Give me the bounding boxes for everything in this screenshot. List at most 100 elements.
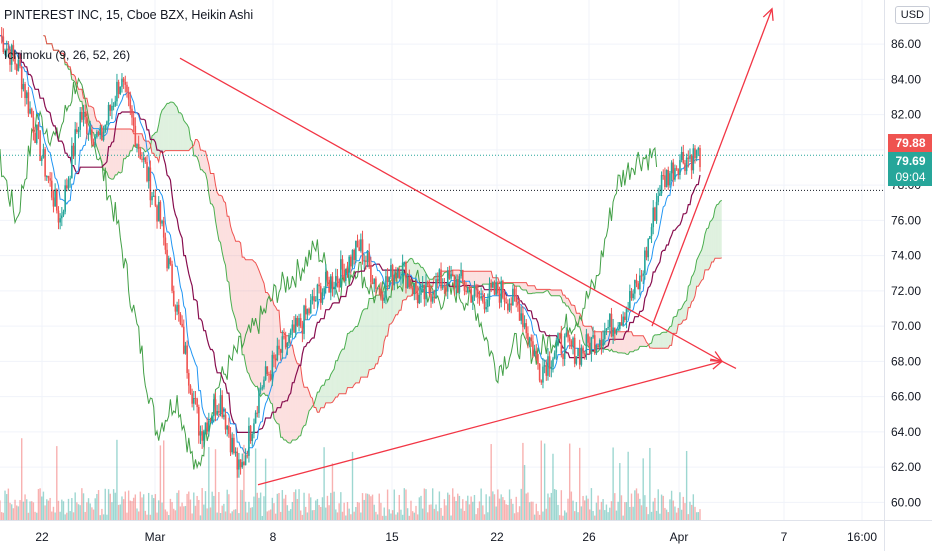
candle-body: [211, 416, 213, 421]
volume-bar: [63, 501, 64, 520]
volume-bar: [267, 511, 268, 520]
candle-body: [534, 351, 536, 356]
volume-bar: [365, 493, 366, 520]
candle-body: [228, 426, 230, 434]
cloud-segment: [115, 129, 117, 175]
candle-body: [530, 337, 532, 341]
volume-bar: [369, 494, 370, 520]
candle-body: [571, 341, 573, 347]
volume-bar: [500, 494, 501, 520]
candle-body: [181, 324, 183, 327]
volume-bar: [293, 492, 294, 520]
candle-body: [186, 346, 188, 374]
volume-bar: [36, 513, 37, 520]
candle-body: [46, 176, 48, 177]
cloud-segment: [530, 286, 532, 294]
candle-body: [240, 459, 242, 467]
volume-bar: [547, 494, 548, 520]
volume-bar: [54, 513, 55, 520]
volume-bar: [3, 513, 4, 520]
price-chart[interactable]: PINTEREST INC, 15, Cboe BZX, Heikin Ashi…: [0, 0, 884, 520]
candle-body: [193, 398, 195, 404]
cloud-segment: [269, 295, 271, 403]
candle-body: [554, 353, 556, 359]
candle-body: [601, 340, 603, 346]
volume-bar: [676, 513, 677, 520]
volume-bar: [459, 496, 460, 520]
cloud-segment: [556, 290, 558, 296]
candle-body: [654, 208, 656, 221]
cloud-segment: [621, 332, 623, 353]
volume-bar: [295, 489, 296, 520]
candle-body: [148, 168, 150, 182]
volume-bar: [141, 497, 142, 520]
volume-bar: [215, 449, 216, 520]
candle-body: [195, 398, 197, 399]
currency-button[interactable]: USD: [895, 6, 930, 24]
candle-body: [647, 239, 649, 257]
volume-bar: [353, 512, 354, 520]
volume-bar: [118, 505, 119, 520]
volume-bar: [689, 502, 690, 520]
candle-body: [561, 334, 563, 354]
cloud-segment: [533, 286, 535, 293]
volume-bar: [634, 490, 635, 520]
volume-bar: [257, 493, 258, 520]
volume-bar: [79, 505, 80, 520]
candle-body: [165, 238, 167, 250]
volume-bar: [658, 489, 659, 520]
volume-bar: [330, 493, 331, 520]
candle-body: [185, 346, 187, 354]
volume-bar: [536, 504, 537, 520]
volume-bar: [18, 506, 19, 520]
candle-body: [191, 393, 193, 404]
volume-bar: [4, 491, 5, 520]
candle-body: [63, 212, 65, 216]
volume-bar: [113, 489, 114, 520]
volume-bar: [347, 502, 348, 520]
volume-bar: [412, 511, 413, 520]
symbol-legend[interactable]: PINTEREST INC, 15, Cboe BZX, Heikin Ashi: [4, 8, 253, 22]
x-tick-label: 7: [781, 530, 788, 544]
candle-body: [500, 281, 502, 303]
cloud-segment: [516, 283, 518, 286]
candle-body: [66, 185, 68, 188]
candle-body: [556, 344, 558, 353]
volume-bar: [549, 497, 550, 520]
volume-bar: [454, 497, 455, 520]
volume-bar: [601, 502, 602, 520]
cloud-segment: [292, 345, 294, 440]
volume-bar: [639, 499, 640, 520]
chart-svg[interactable]: [0, 0, 884, 520]
candle-body: [312, 296, 314, 300]
volume-bar: [649, 448, 650, 520]
volume-bar: [531, 502, 532, 520]
volume-bar: [479, 501, 480, 520]
volume-bar: [375, 512, 376, 520]
candle-body: [277, 346, 279, 360]
candle-body: [307, 309, 309, 315]
candle-body: [233, 438, 235, 453]
volume-bar: [654, 498, 655, 520]
candle-body: [667, 170, 669, 185]
cloud-segment: [663, 332, 665, 348]
cloud-segment: [222, 196, 224, 260]
volume-bar: [362, 493, 363, 520]
cloud-segment: [349, 331, 351, 387]
volume-bar: [250, 508, 251, 520]
volume-bar: [28, 513, 29, 520]
candle-body: [350, 257, 352, 267]
candle-body: [200, 431, 202, 435]
candle-body: [337, 276, 339, 281]
volume-bar: [617, 502, 618, 520]
volume-bar: [587, 499, 588, 520]
candle-body: [298, 318, 300, 326]
candle-body: [377, 288, 379, 289]
indicator-legend[interactable]: Ichimoku (9, 26, 52, 26): [4, 48, 130, 62]
candle-body: [514, 289, 516, 295]
volume-bar: [404, 488, 405, 520]
candle-body: [68, 180, 70, 189]
volume-bar: [270, 509, 271, 520]
